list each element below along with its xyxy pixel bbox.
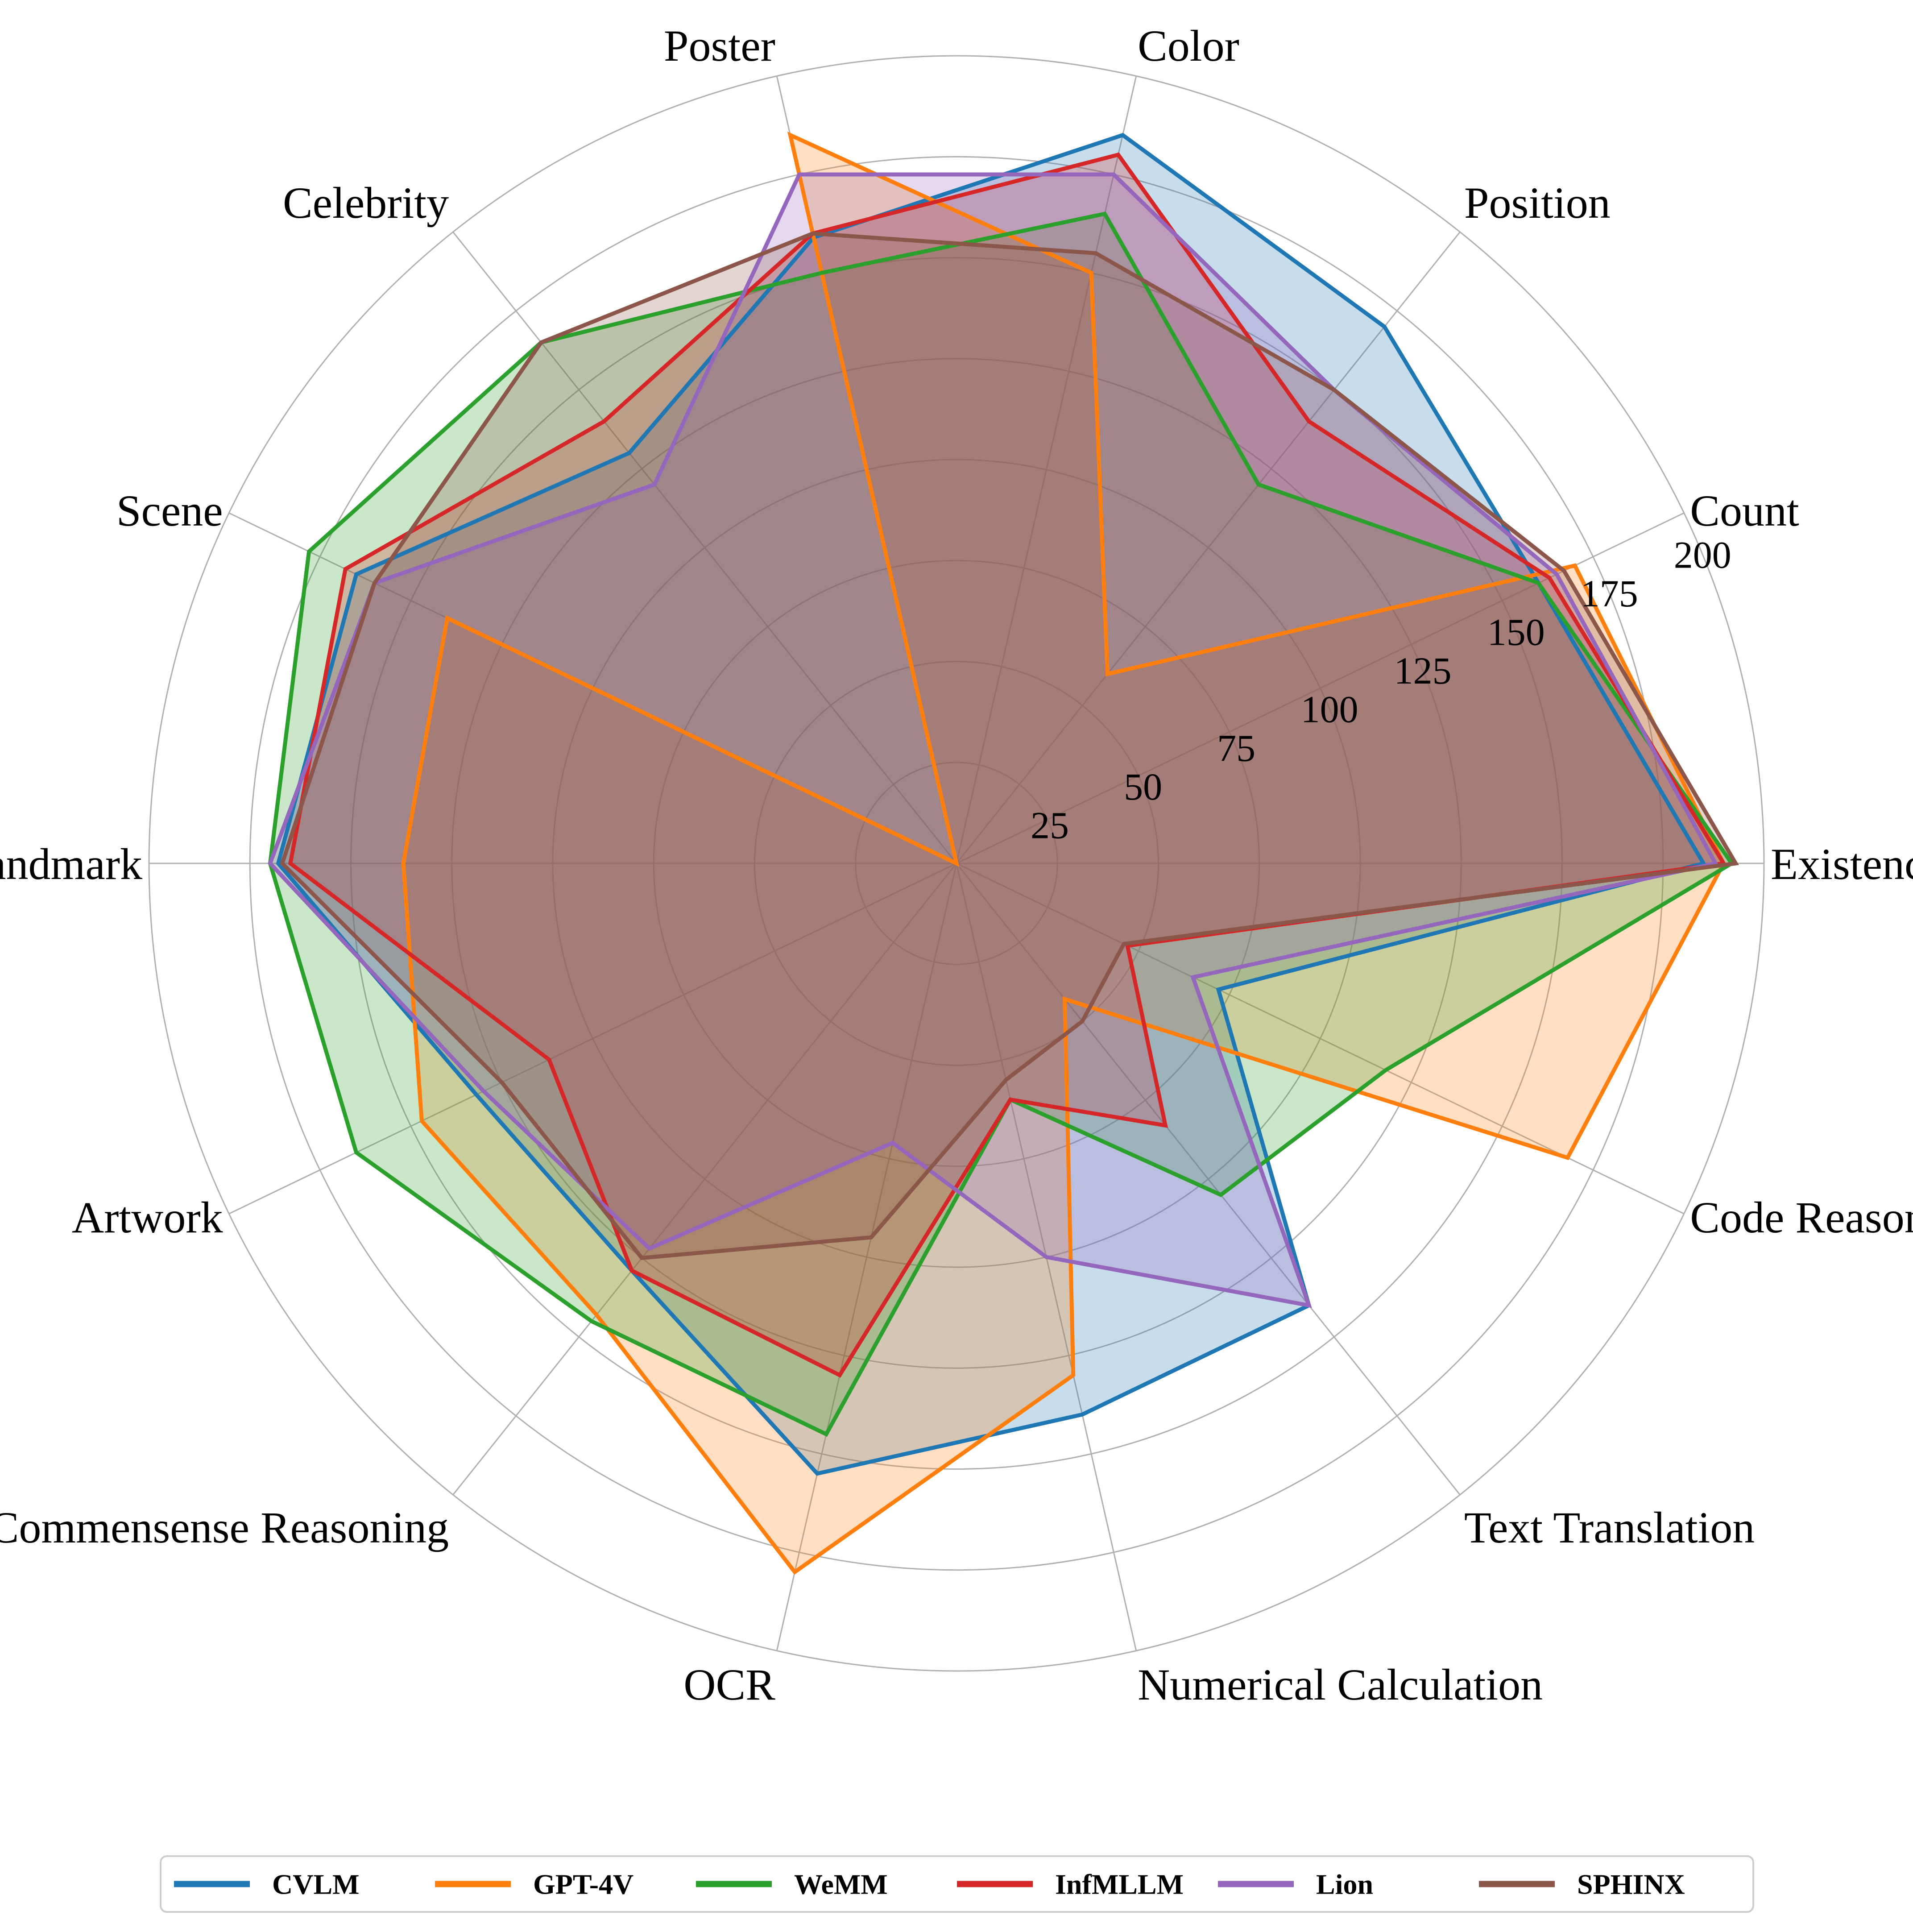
grid-spoke [956,863,1461,1496]
series-line-sphinx [280,231,1739,1260]
radial-tick-label: 125 [1394,649,1452,692]
category-label-existence: Existence [1771,839,1913,889]
legend-label-cvlm: CVLM [272,1869,360,1900]
label-layer: 25 50 75 100 125 150 175 200 Existence Count Posit… [0,21,1913,1709]
grid-spoke [956,231,1461,864]
grid-spoke [228,862,957,1215]
category-label-ocr: OCR [683,1660,775,1709]
series-line-lion [268,172,1719,1308]
grid-spoke [956,76,1137,864]
legend: CVLM GPT-4V WeMM InfMLLM Lion SPHINX [160,1855,1754,1913]
series-area-wemm [270,214,1732,1434]
category-label-code-reasoning: Code Reasoning [1690,1193,1913,1242]
legend-label-infmllm: InfMLLM [1055,1869,1184,1900]
legend-label-lion: Lion [1316,1869,1373,1900]
radial-tick-label: 50 [1124,765,1162,808]
category-label-numerical-calculation: Numerical Calculation [1138,1660,1543,1709]
legend-label-wemm: WeMM [794,1869,888,1900]
radial-tick-label: 75 [1217,726,1255,769]
legend-label-sphinx: SPHINX [1577,1869,1685,1900]
radial-tick-label: 150 [1487,611,1545,654]
category-label-position: Position [1464,178,1611,228]
category-label-color: Color [1138,21,1239,70]
legend-label-gpt-4v: GPT-4V [533,1869,634,1900]
category-label-poster: Poster [664,21,775,70]
series-line-infmllm [288,152,1727,1378]
category-label-text-translation: Text Translation [1464,1503,1755,1552]
category-label-commensense-reasoning: Commensense Reasoning [0,1503,449,1552]
radial-tick-label: 100 [1301,688,1358,731]
grid-spoke [452,863,957,1496]
series-area-lion [270,174,1716,1306]
grid-spoke [452,231,957,864]
category-label-landmark: Landmark [0,839,142,889]
radial-tick-label: 25 [1031,804,1069,846]
radial-tick-label: 175 [1581,572,1638,615]
category-label-scene: Scene [116,486,223,535]
series-line-cvlm [276,133,1707,1476]
series-area-cvlm [278,135,1704,1474]
category-label-artwork: Artwork [72,1193,223,1242]
category-label-celebrity: Celebrity [283,178,449,228]
grid-spoke [776,863,957,1651]
series-layer [268,131,1739,1575]
category-label-count: Count [1690,486,1799,535]
radial-tick-label: 200 [1674,533,1731,576]
